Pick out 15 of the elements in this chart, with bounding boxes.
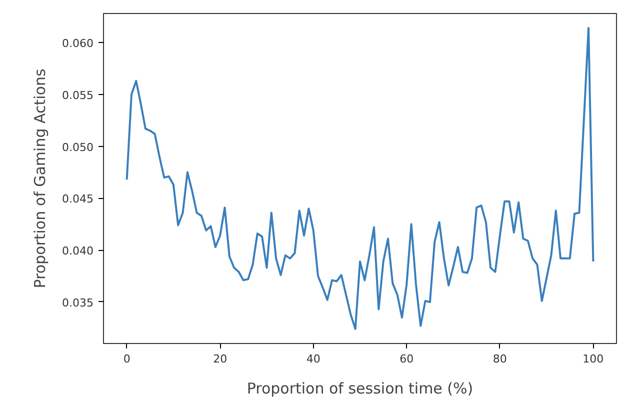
x-tick-label: 60 bbox=[400, 352, 414, 366]
line-series bbox=[126, 27, 594, 330]
y-tick-label: 0.055 bbox=[62, 88, 94, 102]
y-tick-label: 0.050 bbox=[62, 140, 94, 154]
y-tick-label: 0.045 bbox=[62, 192, 94, 206]
x-tick-label: 0 bbox=[123, 352, 130, 366]
y-tick-label: 0.035 bbox=[62, 296, 94, 310]
y-tick-label: 0.060 bbox=[62, 37, 94, 50]
y-axis-title: Proportion of Gaming Actions bbox=[31, 68, 50, 288]
x-tick-label: 40 bbox=[306, 352, 320, 366]
x-tick-label: 20 bbox=[213, 352, 228, 366]
x-tick-label: 80 bbox=[492, 352, 507, 366]
x-axis-title: Proportion of session time (%) bbox=[246, 380, 474, 398]
y-tick-label: 0.040 bbox=[62, 244, 94, 258]
x-tick-label: 100 bbox=[582, 352, 604, 366]
